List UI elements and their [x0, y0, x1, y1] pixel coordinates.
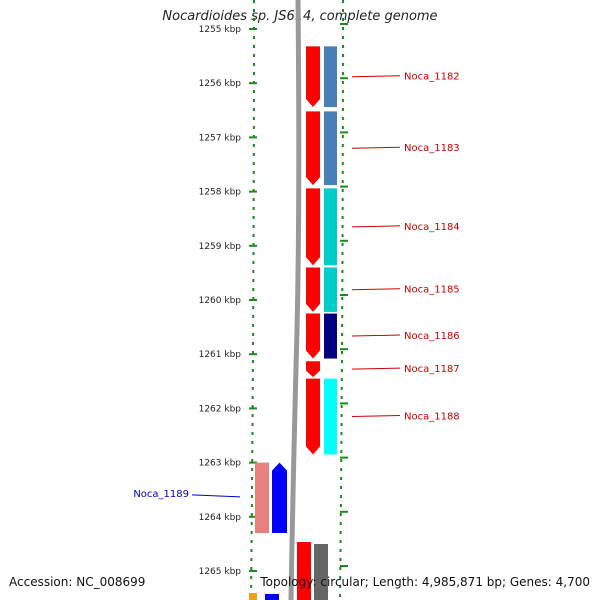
- gene-leader-line: [351, 146, 401, 149]
- tick-label: 1256 kbp: [199, 79, 242, 89]
- gene-label[interactable]: Noca_1183: [404, 143, 460, 154]
- gene-leader-line: [351, 225, 401, 228]
- gene-arrow[interactable]: [306, 267, 320, 312]
- gene-label[interactable]: Noca_1187: [404, 364, 460, 375]
- gene-label[interactable]: Noca_1186: [404, 331, 460, 342]
- gene-cog-bar: [324, 46, 337, 108]
- gene-arrow[interactable]: [272, 462, 287, 534]
- accession-text: Accession: NC_008699: [9, 575, 146, 589]
- gene-arrow[interactable]: [306, 46, 320, 108]
- tick-label: 1258 kbp: [199, 188, 242, 198]
- gene-leader-line: [351, 334, 401, 337]
- backbone-layer: [250, 0, 344, 600]
- gene-cog-bar: [255, 462, 269, 534]
- tick-label: 1259 kbp: [199, 242, 242, 252]
- genome-summary-text: Topology: circular; Length: 4,985,871 bp…: [260, 575, 590, 589]
- tick-label: 1260 kbp: [199, 296, 242, 306]
- tick-label: 1264 kbp: [199, 513, 242, 523]
- gene-arrow[interactable]: [306, 378, 320, 455]
- partial-gene-arrow[interactable]: [297, 542, 311, 600]
- gene-leader-line: [351, 75, 401, 78]
- gene-arrow[interactable]: [306, 313, 320, 359]
- gene-label[interactable]: Noca_1184: [404, 222, 460, 233]
- gene-leader-line: [351, 367, 401, 370]
- gene-leader-line: [191, 494, 241, 498]
- tick-label: 1261 kbp: [199, 350, 242, 360]
- gene-leader-line: [351, 415, 401, 418]
- tick-label: 1263 kbp: [199, 459, 242, 469]
- gene-arrow[interactable]: [306, 188, 320, 266]
- gene-cog-bar: [324, 313, 337, 359]
- gene-layer: [249, 46, 337, 600]
- tick-label: 1255 kbp: [199, 25, 242, 35]
- tick-layer: 1255 kbp 1256 kbp 1257 kbp 1258 kbp 1259 kbp…: [199, 23, 348, 577]
- gene-label[interactable]: Noca_1189: [133, 489, 189, 500]
- tick-label: 1257 kbp: [199, 133, 242, 143]
- tick-label: 1265 kbp: [199, 567, 242, 577]
- backbone-line: [288, 0, 302, 600]
- partial-gene-arrow[interactable]: [265, 594, 279, 600]
- gene-label[interactable]: Noca_1182: [404, 72, 460, 83]
- partial-gene-arrow[interactable]: [314, 544, 328, 600]
- gene-label[interactable]: Noca_1185: [404, 285, 460, 296]
- gene-arrow[interactable]: [306, 361, 320, 377]
- gene-label[interactable]: Noca_1188: [404, 412, 460, 423]
- gene-arrow[interactable]: [306, 111, 320, 186]
- gene-leader-line: [351, 288, 401, 291]
- partial-gene-arrow[interactable]: [249, 593, 257, 600]
- gene-cog-bar: [324, 111, 337, 186]
- label-layer: Noca_1182 Noca_1183 Noca_1184 Noca_1185 Noca…: [133, 72, 459, 500]
- gene-cog-bar: [324, 267, 337, 312]
- tick-label: 1262 kbp: [199, 404, 242, 414]
- gene-cog-bar: [324, 378, 337, 455]
- gene-cog-bar: [324, 188, 337, 266]
